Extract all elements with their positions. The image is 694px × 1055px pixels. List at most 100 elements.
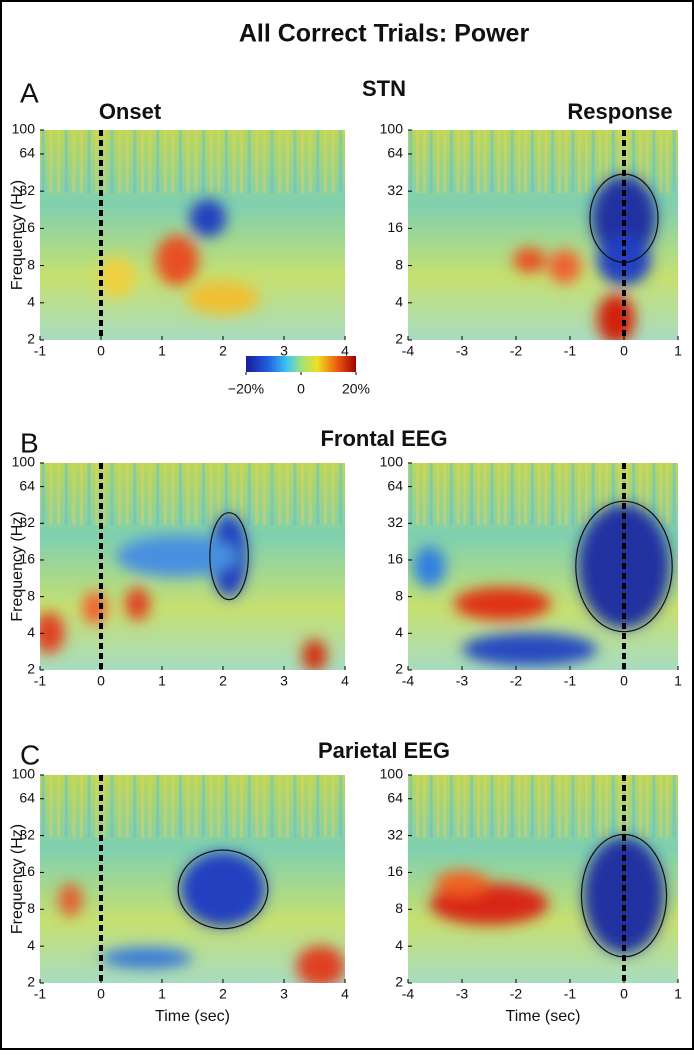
heatmap-streak xyxy=(224,775,228,838)
y-tick-label: 64 xyxy=(387,145,403,161)
heatmap-streak xyxy=(618,130,622,193)
x-tick-label: -1 xyxy=(564,343,577,359)
x-tick-label: 1 xyxy=(158,673,166,689)
heatmap-streak xyxy=(571,775,575,838)
heatmap-streak xyxy=(262,130,266,193)
heatmap-blob xyxy=(435,870,489,896)
y-tick-label: 16 xyxy=(19,863,35,879)
heatmap-streak xyxy=(110,130,114,193)
heatmap-streak xyxy=(323,775,327,838)
heatmap xyxy=(408,463,678,670)
heatmap-blob xyxy=(453,587,552,621)
heatmap-streak xyxy=(41,463,45,526)
heatmap-blob xyxy=(125,587,150,621)
x-tick-label: -2 xyxy=(510,343,523,359)
heatmap-streak xyxy=(240,463,244,526)
heatmap-streak xyxy=(436,775,440,838)
x-tick-label: 0 xyxy=(620,343,628,359)
heatmap-blob xyxy=(513,247,546,273)
heatmap-streak xyxy=(270,130,274,193)
heatmap-streak xyxy=(584,463,588,526)
heatmap-blob xyxy=(180,851,266,927)
heatmap-streak xyxy=(217,775,221,838)
heatmap-streak xyxy=(497,463,501,526)
heatmap-streak xyxy=(557,463,561,526)
heatmap-streak xyxy=(638,775,642,838)
heatmap-streak xyxy=(449,130,453,193)
heatmap-streak xyxy=(483,775,487,838)
heatmap-streak xyxy=(618,463,622,526)
x-tick-label: 3 xyxy=(280,986,288,1002)
heatmap-streak xyxy=(87,775,91,838)
heatmap-streak xyxy=(544,463,548,526)
x-tick-label: 0 xyxy=(620,673,628,689)
y-tick-label: 8 xyxy=(27,587,35,603)
heatmap-streak xyxy=(125,775,129,838)
heatmap-streak xyxy=(652,775,656,838)
heatmap-streak xyxy=(64,130,68,193)
heatmap-streak xyxy=(262,463,266,526)
heatmap-streak xyxy=(140,130,144,193)
y-tick-label: 4 xyxy=(395,293,403,309)
heatmap-streak xyxy=(524,775,528,838)
heatmap-streak xyxy=(49,463,53,526)
colorbar-tick-label: −20% xyxy=(228,381,264,397)
heatmap-blob xyxy=(413,545,446,588)
heatmap-streak xyxy=(463,463,467,526)
heatmap xyxy=(40,463,345,670)
heatmap-streak xyxy=(449,775,453,838)
heatmap-blob xyxy=(82,591,108,625)
heatmap-streak xyxy=(551,463,555,526)
x-tick-label: -4 xyxy=(402,343,415,359)
heatmap-streak xyxy=(618,775,622,838)
y-axis-label: Frequency (Hz) xyxy=(9,180,26,290)
heatmap-streak xyxy=(247,775,251,838)
heatmap-streak xyxy=(133,463,137,526)
heatmap-streak xyxy=(339,775,343,838)
colorbar-tick-label: 0 xyxy=(297,381,305,397)
heatmap-streak xyxy=(209,130,213,193)
heatmap-streak xyxy=(429,130,433,193)
heatmap-streak xyxy=(247,463,251,526)
x-tick-label: 0 xyxy=(620,986,628,1002)
heatmap-streak xyxy=(301,463,305,526)
heatmap-streak xyxy=(156,130,160,193)
heatmap-streak xyxy=(510,130,514,193)
panel-letter: B xyxy=(20,427,39,458)
heatmap-streak xyxy=(331,463,335,526)
column-label: Response xyxy=(567,99,672,124)
x-tick-label: -3 xyxy=(456,673,469,689)
heatmap-streak xyxy=(95,775,99,838)
heatmap-streak xyxy=(49,130,53,193)
heatmap-streak xyxy=(544,130,548,193)
heatmap-streak xyxy=(102,130,106,193)
y-tick-label: 32 xyxy=(19,514,35,530)
heatmap-streak xyxy=(611,130,615,193)
x-tick-label: -1 xyxy=(564,673,577,689)
heatmap-streak xyxy=(659,130,663,193)
heatmap-streak xyxy=(308,130,312,193)
heatmap-streak xyxy=(209,775,213,838)
y-tick-label: 2 xyxy=(27,331,35,347)
heatmap-streak xyxy=(179,775,183,838)
heatmap-streak xyxy=(49,775,53,838)
x-tick-label: 1 xyxy=(158,343,166,359)
y-tick-label: 4 xyxy=(395,624,403,640)
heatmap-streak xyxy=(57,130,61,193)
heatmap-streak xyxy=(110,775,114,838)
y-tick-label: 32 xyxy=(387,514,403,530)
heatmap-streak xyxy=(163,130,167,193)
y-tick-label: 2 xyxy=(395,331,403,347)
heatmap-streak xyxy=(79,775,83,838)
heatmap-streak xyxy=(87,463,91,526)
figure-title: All Correct Trials: Power xyxy=(239,20,530,48)
heatmap-streak xyxy=(605,130,609,193)
cluster-outline xyxy=(209,512,249,601)
heatmap-streak xyxy=(293,130,297,193)
y-tick-label: 4 xyxy=(27,293,35,309)
heatmap-streak xyxy=(148,463,152,526)
heatmap-streak xyxy=(102,463,106,526)
heatmap-blob xyxy=(189,199,227,238)
heatmap-blob xyxy=(302,638,327,670)
